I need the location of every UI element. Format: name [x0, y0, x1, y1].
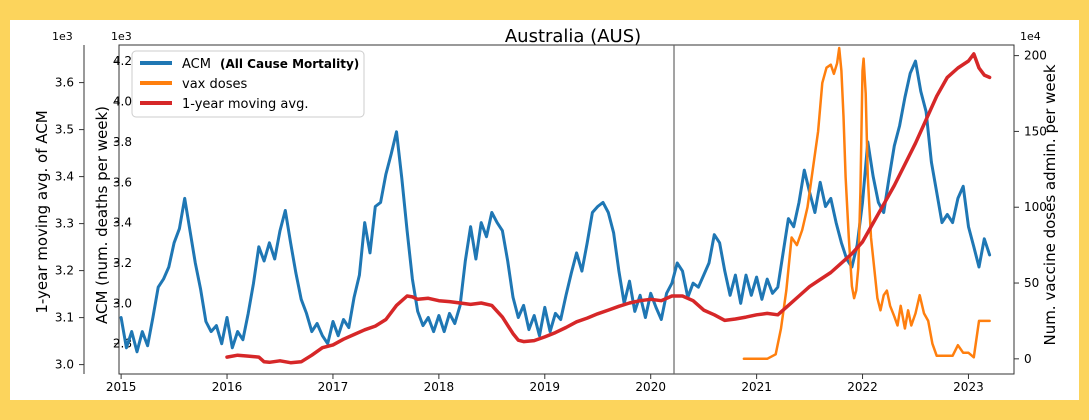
legend-label-acm: ACM: [182, 57, 211, 72]
inner-axis-label: ACM (num. deaths per week): [93, 106, 111, 324]
right-axis-tick-label: 200: [1024, 49, 1047, 63]
legend-box: [131, 50, 365, 118]
left-axis-multiplier: 1e3: [52, 30, 73, 43]
series-line-vax-doses: [742, 46, 991, 361]
x-axis-tick-label: 2022: [847, 380, 878, 394]
legend-label-vax: vax doses: [182, 77, 247, 92]
series-line-acm: [119, 59, 992, 354]
left-axis-tick-label: 3.6: [55, 76, 74, 90]
left-axis-tick-label: 3.3: [55, 217, 74, 231]
right-axis-tick-label: 150: [1024, 124, 1047, 138]
chart-title: Australia (AUS): [505, 26, 641, 47]
inner-axis-ticks: 2.83.03.23.43.63.84.04.2: [113, 54, 132, 351]
left-axis-label: 1-year moving avg. of ACM: [33, 110, 51, 313]
legend-note-acm: (All Cause Mortality): [220, 57, 359, 71]
inner-axis-tick-label: 4.0: [113, 95, 132, 109]
inner-axis-multiplier: 1e3: [111, 30, 132, 43]
right-axis-tick-label: 50: [1024, 276, 1039, 290]
inner-axis-tick-label: 4.2: [113, 54, 132, 68]
plot-frame: [118, 44, 1015, 375]
x-axis-tick-label: 2019: [530, 380, 561, 394]
inner-axis-tick-label: 3.6: [113, 175, 132, 189]
x-axis-tick-label: 2015: [106, 380, 137, 394]
x-axis-tick-label: 2021: [741, 380, 772, 394]
right-axis-multiplier: 1e4: [1020, 30, 1041, 43]
left-axis-tick-label: 3.4: [55, 170, 74, 184]
x-axis-tick-label: 2017: [318, 380, 349, 394]
x-axis-tick-label: 2023: [953, 380, 984, 394]
x-axis-tick-label: 2018: [424, 380, 455, 394]
legend: ACM (All Cause Mortality) vax doses 1-ye…: [131, 50, 365, 118]
series-layer: [119, 46, 992, 365]
left-axis-tick-label: 3.5: [55, 123, 74, 137]
series-line-1-year-moving-avg: [225, 52, 992, 365]
right-axis-tick-label: 100: [1024, 200, 1047, 214]
x-axis-ticks: 2015 2016 2017 2018 2019 2020 2021 2022 2023: [106, 374, 984, 394]
inner-axis-tick-label: 3.2: [113, 256, 132, 270]
legend-label-moving-avg: 1-year moving avg.: [182, 97, 308, 112]
x-axis-tick-label: 2020: [635, 380, 666, 394]
left-axis-tick-label: 3.1: [55, 311, 74, 325]
x-axis-tick-label: 2016: [212, 380, 243, 394]
inner-axis-tick-label: 3.0: [113, 296, 132, 310]
inner-axis-tick-label: 3.8: [113, 135, 132, 149]
left-axis-tick-label: 3.0: [55, 358, 74, 372]
right-axis-ticks: 0 50 100 150 200: [1014, 49, 1047, 366]
right-axis-tick-label: 0: [1024, 352, 1032, 366]
right-axis-label: Num. vaccine doses admin. per week: [1041, 64, 1059, 345]
inner-axis-tick-label: 3.4: [113, 216, 132, 230]
left-axis-tick-label: 3.2: [55, 264, 74, 278]
left-axis-ticks: 3.0 3.1 3.2 3.3 3.4 3.5 3.6: [55, 76, 84, 372]
